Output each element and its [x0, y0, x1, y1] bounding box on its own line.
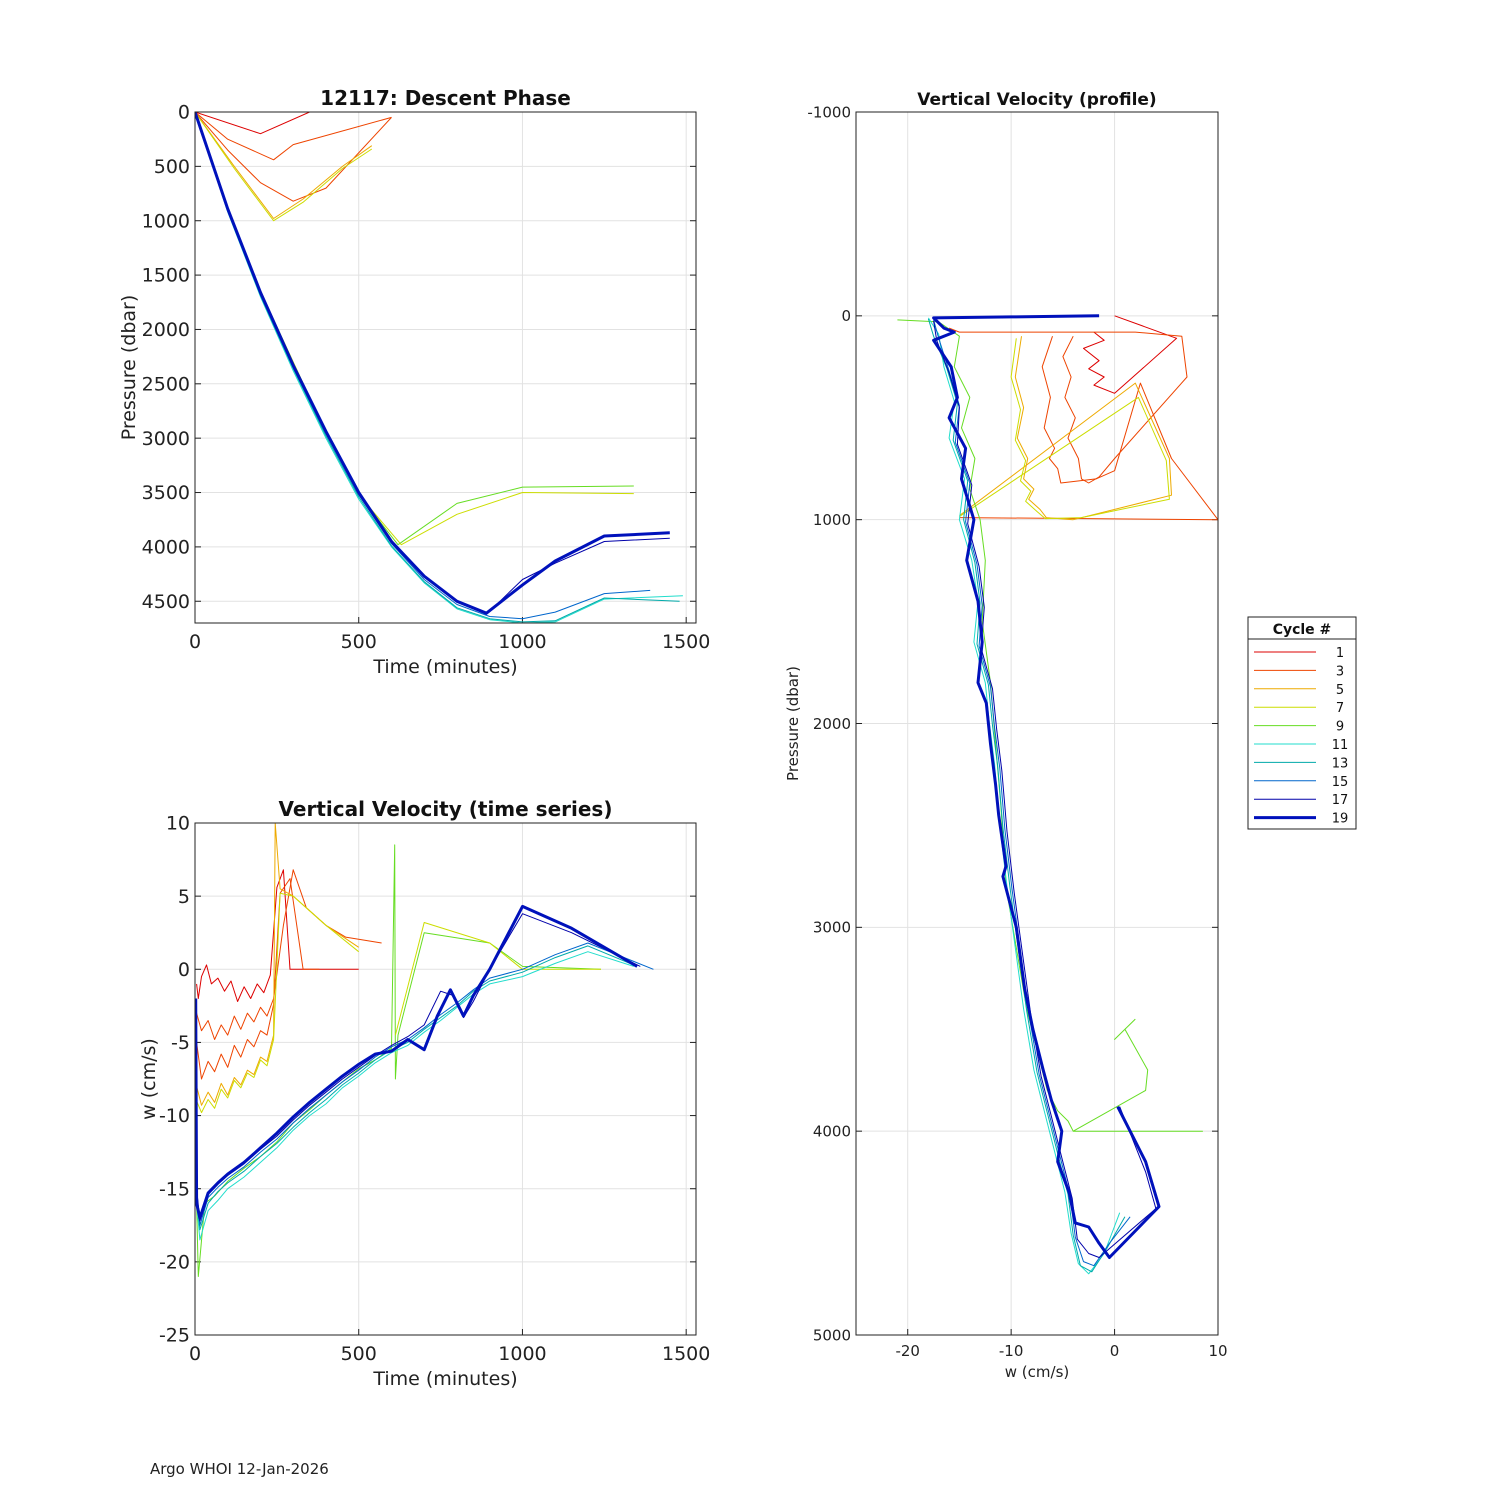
vts-xtick-label: 1500	[662, 1343, 710, 1365]
vprof-series-cycle-3	[948, 327, 1188, 484]
legend-label-7: 7	[1336, 701, 1344, 716]
descent-series-cycle-7	[195, 112, 373, 222]
legend-label-3: 3	[1336, 664, 1344, 679]
legend-title: Cycle #	[1273, 622, 1332, 638]
vts-ytick-label: -20	[159, 1252, 190, 1274]
descent-ytick-label: 3500	[142, 482, 190, 504]
vprof-series-cycle-1	[1083, 315, 1178, 394]
vts-series-cycle-1	[196, 869, 359, 1002]
descent-ytick-label: 2000	[142, 319, 190, 341]
vts-xlabel: Time (minutes)	[372, 1368, 517, 1390]
vts-series-cycle-3	[196, 878, 320, 1080]
vprof-ytick-label: 5000	[813, 1326, 851, 1344]
descent-ylabel: Pressure (dbar)	[118, 295, 140, 441]
vprof-chart: -20 -10 0 10 -1000 0 1000 2000 3000 4000 5000 Verti…	[784, 90, 1357, 1381]
vts-ytick-label: -25	[159, 1325, 190, 1347]
legend-label-19: 19	[1332, 812, 1349, 827]
vprof-series-cycle-7	[959, 338, 1170, 520]
vts-ytick-label: -10	[159, 1105, 190, 1127]
descent-ytick-label: 2500	[142, 373, 190, 395]
descent-xtick-label: 1000	[498, 631, 546, 653]
vprof-xtick-label: -10	[999, 1342, 1024, 1360]
vprof-series-cycle-15	[933, 319, 1131, 1267]
vprof-series-cycle-17	[933, 320, 1157, 1258]
legend-label-13: 13	[1332, 756, 1349, 771]
vts-ytick-label: -15	[159, 1178, 190, 1200]
vts-xtick-label: 1000	[498, 1343, 546, 1365]
descent-xtick-label: 0	[189, 631, 201, 653]
vts-title: Vertical Velocity (time series)	[279, 797, 613, 821]
descent-xtick-label: 500	[341, 631, 377, 653]
vprof-ytick-label: 1000	[813, 511, 851, 529]
vts-series-cycle-11	[196, 951, 634, 1241]
vts-ytick-label: -5	[171, 1032, 190, 1054]
vts-ylabel: w (cm/s)	[138, 1038, 160, 1120]
vprof-frame	[855, 111, 1219, 1336]
vprof-xlabel: w (cm/s)	[1005, 1363, 1069, 1381]
legend-label-9: 9	[1336, 720, 1344, 735]
vprof-series-cycle-13	[927, 318, 1126, 1273]
vprof-series-cycle-19	[932, 314, 1161, 1259]
descent-xtick-label: 1500	[662, 631, 710, 653]
descent-ytick-label: 500	[154, 156, 190, 178]
vprof-title: Vertical Velocity (profile)	[917, 90, 1156, 110]
vprof-series-cycle-5	[959, 336, 1172, 521]
descent-series-cycle-3	[195, 112, 392, 161]
legend-label-17: 17	[1332, 793, 1349, 808]
descent-series-cycle-1	[195, 112, 392, 135]
descent-xlabel: Time (minutes)	[372, 656, 517, 678]
descent-ytick-label: 4000	[142, 537, 190, 559]
vprof-ytick-label: 2000	[813, 715, 851, 733]
vprof-series-cycle-3	[959, 336, 1218, 521]
descent-ytick-label: 1500	[142, 265, 190, 287]
vprof-series-group	[897, 314, 1218, 1275]
descent-ytick-label: 0	[178, 102, 190, 124]
vts-ytick-label: 5	[178, 886, 190, 908]
descent-series-group	[195, 112, 683, 623]
descent-title: 12117: Descent Phase	[320, 86, 571, 110]
vts-series-cycle-15	[196, 942, 654, 1226]
vts-series-group	[195, 823, 654, 1277]
descent-chart: 0 500 1000 1500 0 500 1000 1500 2000 2500 3000 3500…	[118, 86, 710, 678]
vts-ytick-label: 10	[166, 813, 190, 835]
vprof-ytick-label: 3000	[813, 919, 851, 937]
descent-frame	[194, 111, 697, 624]
descent-ytick-label: 3000	[142, 428, 190, 450]
vts-xtick-label: 500	[341, 1343, 377, 1365]
vprof-xtick-label: -20	[895, 1342, 920, 1360]
legend-label-15: 15	[1332, 775, 1349, 790]
legend-label-11: 11	[1332, 738, 1349, 753]
footer-text: Argo WHOI 12-Jan-2026	[150, 1460, 329, 1478]
vts-series-cycle-7	[196, 892, 360, 1114]
vts-frame	[194, 822, 697, 1336]
vprof-xtick-label: 10	[1208, 1342, 1227, 1360]
vts-series-cycle-5	[196, 823, 359, 1106]
vts-chart: 0 500 1000 1500 10 5 0 -5 -10 -15 -20 -25 Vertical V…	[138, 797, 710, 1390]
vts-xtick-label: 0	[189, 1343, 201, 1365]
descent-plot-area	[195, 112, 696, 623]
descent-ytick-label: 4500	[142, 591, 190, 613]
legend-label-5: 5	[1336, 683, 1344, 698]
vts-series-cycle-19	[195, 904, 638, 1220]
vprof-ylabel: Pressure (dbar)	[784, 666, 802, 781]
vprof-ytick-label: 0	[841, 307, 851, 325]
vts-plot-area	[195, 823, 696, 1335]
vts-ytick-label: 0	[178, 959, 190, 981]
vprof-xtick-label: 0	[1110, 1342, 1120, 1360]
descent-series-cycle-5	[195, 112, 373, 219]
descent-ytick-label: 1000	[142, 210, 190, 232]
descent-series-cycle-3	[195, 112, 392, 202]
descent-series-cycle-11	[195, 112, 683, 623]
legend-label-1: 1	[1336, 646, 1344, 661]
descent-series-cycle-19	[195, 112, 670, 615]
vts-series-cycle-7	[394, 922, 601, 1036]
vprof-ytick-label: -1000	[807, 103, 851, 121]
vprof-ytick-label: 4000	[813, 1122, 851, 1140]
vts-series-cycle-13	[196, 945, 638, 1231]
